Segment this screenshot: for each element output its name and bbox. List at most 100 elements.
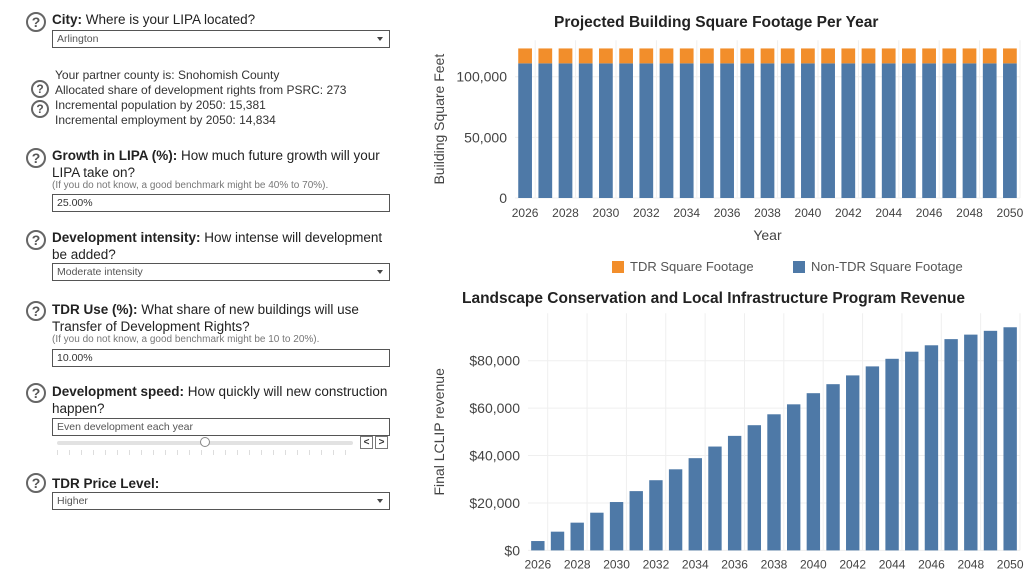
speed-slider-ticks [57,450,353,455]
bar-non-tdr [922,63,936,199]
x-tick-label: 2026 [512,206,539,220]
price-dropdown[interactable]: Higher [52,492,390,510]
bar-non-tdr [619,63,633,199]
bar-tdr [659,48,674,64]
bar-tdr [902,48,916,64]
bar-revenue [885,358,899,551]
x-axis-title: Year [753,227,782,243]
help-icon[interactable]: ? [26,301,46,321]
bar-non-tdr [578,63,593,199]
bar-tdr [619,48,633,64]
bar-non-tdr [982,63,997,199]
bar-non-tdr [801,63,815,199]
x-tick-label: 2032 [643,557,670,571]
y-tick-label: 50,000 [464,129,507,145]
x-tick-label: 2046 [918,557,945,571]
chevron-down-icon [377,37,383,41]
bar-revenue [905,351,919,551]
x-tick-label: 2044 [875,206,902,220]
x-tick-label: 2034 [682,557,709,571]
growth-input[interactable]: 25.00% [52,194,390,212]
growth-label: Growth in LIPA (%): How much future grow… [52,147,392,181]
x-tick-label: 2040 [800,557,827,571]
bar-non-tdr [639,63,654,199]
x-tick-label: 2044 [879,557,906,571]
city-label-bold: City: [52,12,82,27]
bar-revenue [708,446,722,551]
bar-tdr [720,48,734,64]
bar-revenue [609,502,624,551]
price-label-bold: TDR Price Level: [52,476,160,491]
slider-prev-button[interactable]: < [360,436,373,449]
bar-revenue [1003,327,1017,551]
bar-non-tdr [700,63,714,199]
intensity-label: Development intensity: How intense will … [52,229,392,263]
speed-slider-thumb[interactable] [200,437,210,447]
bar-revenue [747,425,762,551]
y-axis-label: Building Square Feet [431,54,447,185]
bar-tdr [821,48,835,64]
incremental-employment-text: Incremental employment by 2050: 14,834 [55,113,276,127]
slider-next-button[interactable]: > [375,436,388,449]
bar-non-tdr [902,63,916,199]
tdr-swatch [612,260,624,273]
y-tick-label: 0 [499,190,507,206]
growth-label-bold: Growth in LIPA (%): [52,148,178,163]
bar-tdr [679,48,694,64]
tdr-use-hint: (If you do not know, a good benchmark mi… [52,334,320,345]
price-label: TDR Price Level: [52,475,392,492]
bar-non-tdr [841,63,856,199]
help-icon[interactable]: ? [26,148,46,168]
speed-value-text: Even development each year [57,421,194,433]
bar-revenue [649,480,663,551]
intensity-dropdown[interactable]: Moderate intensity [52,263,390,281]
bar-revenue [924,345,939,551]
intensity-label-bold: Development intensity: [52,230,201,245]
bar-revenue [806,393,821,551]
help-icon[interactable]: ? [26,230,46,250]
bar-tdr [740,48,755,64]
bar-tdr [1003,48,1017,64]
bar-revenue [727,435,742,551]
bar-non-tdr [881,63,896,199]
y-tick-label: $60,000 [469,400,520,416]
bar-non-tdr [558,63,573,199]
speed-label-bold: Development speed: [52,384,185,399]
tdr-use-label-bold: TDR Use (%): [52,302,138,317]
legend-item-tdr: TDR Square Footage [612,259,754,274]
lclip-revenue-chart: $0 $20,000 $40,000 $60,000 $80,000 2026 2028 20… [431,313,1024,571]
bar-revenue [786,404,801,551]
bar-non-tdr [599,63,613,199]
help-icon[interactable]: ? [26,12,46,32]
x-tick-label: 2038 [754,206,781,220]
x-tick-label: 2028 [552,206,579,220]
bar-revenue [944,339,958,551]
bar-non-tdr [962,63,977,199]
y-tick-label: $80,000 [469,353,520,369]
help-icon[interactable]: ? [31,100,49,118]
bar-non-tdr [538,63,553,199]
help-icon[interactable]: ? [31,80,49,98]
tdr-use-input[interactable]: 10.00% [52,349,390,367]
legend-label-non-tdr: Non-TDR Square Footage [811,259,963,274]
help-icon[interactable]: ? [26,473,46,493]
legend-label-tdr: TDR Square Footage [630,259,754,274]
price-dropdown-value: Higher [57,495,88,507]
help-icon[interactable]: ? [26,383,46,403]
city-label: City: Where is your LIPA located? [52,11,392,28]
bar-non-tdr [659,63,674,199]
bar-revenue [550,531,565,551]
tdr-use-label: TDR Use (%): What share of new buildings… [52,301,392,335]
y-tick-label: $40,000 [469,448,520,464]
city-label-text: Where is your LIPA located? [82,12,256,27]
bar-non-tdr [518,63,532,199]
bar-tdr [760,48,775,64]
bar-tdr [962,48,977,64]
intensity-dropdown-value: Moderate intensity [57,266,143,278]
bar-non-tdr [780,63,795,199]
x-tick-label: 2032 [633,206,660,220]
x-tick-label: 2048 [957,557,984,571]
bar-non-tdr [679,63,694,199]
revenue-chart-title: Landscape Conservation and Local Infrast… [462,290,966,307]
city-dropdown[interactable]: Arlington [52,30,390,48]
